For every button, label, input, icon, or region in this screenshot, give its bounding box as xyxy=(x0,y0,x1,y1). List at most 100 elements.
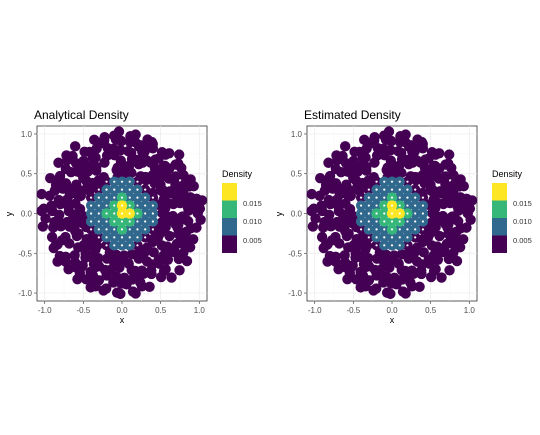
data-point xyxy=(343,228,354,239)
data-point-marker xyxy=(383,236,386,239)
data-point-marker xyxy=(105,236,108,239)
x-axis-title: x xyxy=(120,315,125,325)
legend-label: 0.005 xyxy=(513,236,532,245)
data-point xyxy=(381,271,392,282)
data-point-marker xyxy=(359,228,363,231)
data-point-marker xyxy=(367,188,370,191)
data-point xyxy=(403,159,414,170)
data-point-marker xyxy=(406,228,409,231)
data-point xyxy=(49,185,60,196)
data-point xyxy=(334,238,345,249)
data-point-marker xyxy=(113,236,116,239)
data-point-marker xyxy=(97,204,100,207)
data-point xyxy=(448,170,459,181)
data-point-marker xyxy=(390,244,394,247)
data-point-marker xyxy=(97,236,100,239)
data-point xyxy=(93,261,105,272)
data-point xyxy=(53,209,65,221)
data-point-marker xyxy=(375,196,378,199)
data-point-marker xyxy=(128,196,131,199)
data-point-marker xyxy=(128,244,131,247)
data-point xyxy=(36,188,47,200)
data-point-marker xyxy=(151,212,155,215)
data-point-marker xyxy=(105,212,108,215)
data-point xyxy=(388,250,400,261)
data-point-marker xyxy=(151,204,155,207)
data-point-marker xyxy=(144,236,147,239)
data-point-marker xyxy=(151,228,155,231)
y-tick-label: 0.0 xyxy=(21,210,33,219)
legend-swatch-purple xyxy=(222,235,237,253)
data-point-marker xyxy=(144,212,147,215)
data-point-marker xyxy=(414,236,417,239)
data-point xyxy=(156,240,168,251)
legend-label: 0.015 xyxy=(513,199,532,208)
y-tick-label: -0.5 xyxy=(288,249,302,258)
data-point-marker xyxy=(421,228,425,231)
data-point xyxy=(111,271,122,282)
data-point xyxy=(40,213,51,224)
y-tick-label: 0.5 xyxy=(21,170,33,179)
data-point xyxy=(307,221,319,232)
data-point-marker xyxy=(398,244,401,247)
chart-title: Estimated Density xyxy=(304,108,401,122)
data-point-marker xyxy=(136,196,139,199)
data-point-marker xyxy=(390,196,394,199)
data-point xyxy=(73,228,84,239)
data-point xyxy=(116,135,127,147)
data-point xyxy=(345,190,357,201)
data-point-marker xyxy=(390,180,394,183)
data-point-marker xyxy=(120,204,124,207)
y-tick-label: -1.0 xyxy=(288,289,302,298)
data-point-marker xyxy=(97,220,100,223)
data-point-marker xyxy=(120,220,124,223)
data-point xyxy=(410,174,422,186)
x-tick-label: 0.0 xyxy=(386,306,398,315)
x-tick-labels: -1.0 -0.5 0.0 0.5 1.0 xyxy=(308,301,475,315)
data-point-marker xyxy=(128,236,131,239)
legend: Density 0.015 0.010 0.005 xyxy=(492,169,532,253)
points-layer xyxy=(36,126,208,300)
y-tick-label: 0.0 xyxy=(291,210,303,219)
data-point-marker xyxy=(390,204,394,207)
data-point-marker xyxy=(359,204,363,207)
data-point-marker xyxy=(151,220,155,223)
data-point xyxy=(441,238,452,250)
data-point xyxy=(178,170,189,181)
data-point xyxy=(147,143,159,154)
legend-swatch-blue xyxy=(222,218,237,236)
data-point xyxy=(319,185,330,196)
data-point xyxy=(396,249,408,260)
data-point xyxy=(46,231,58,243)
data-point xyxy=(118,250,130,261)
data-point-marker xyxy=(97,188,100,191)
data-point-marker xyxy=(136,236,139,239)
data-point-marker xyxy=(383,196,386,199)
data-point-marker xyxy=(120,180,124,183)
data-point-marker xyxy=(144,220,147,223)
data-point-marker xyxy=(136,212,139,215)
data-point xyxy=(171,238,182,250)
data-point-marker xyxy=(136,204,139,207)
data-point-marker xyxy=(383,228,386,231)
data-point-marker xyxy=(105,180,108,183)
data-point-marker xyxy=(367,204,370,207)
legend: Density 0.015 0.010 0.005 xyxy=(222,169,262,253)
x-tick-labels: -1.0 -0.5 0.0 0.5 1.0 xyxy=(38,301,205,315)
data-point-marker xyxy=(105,196,108,199)
x-tick-label: 0.0 xyxy=(116,306,128,315)
data-point-marker xyxy=(105,204,108,207)
data-point-marker xyxy=(144,204,147,207)
data-point-marker xyxy=(113,196,116,199)
data-point xyxy=(157,207,168,219)
data-point-marker xyxy=(89,204,93,207)
data-point-marker xyxy=(383,188,386,191)
data-point xyxy=(101,283,112,294)
data-point-marker xyxy=(375,204,378,207)
data-point-marker xyxy=(367,228,370,231)
data-point-marker xyxy=(113,244,116,247)
data-point-marker xyxy=(414,220,417,223)
data-point xyxy=(149,178,160,189)
legend-swatch-green xyxy=(222,200,237,218)
data-point-marker xyxy=(105,244,108,247)
